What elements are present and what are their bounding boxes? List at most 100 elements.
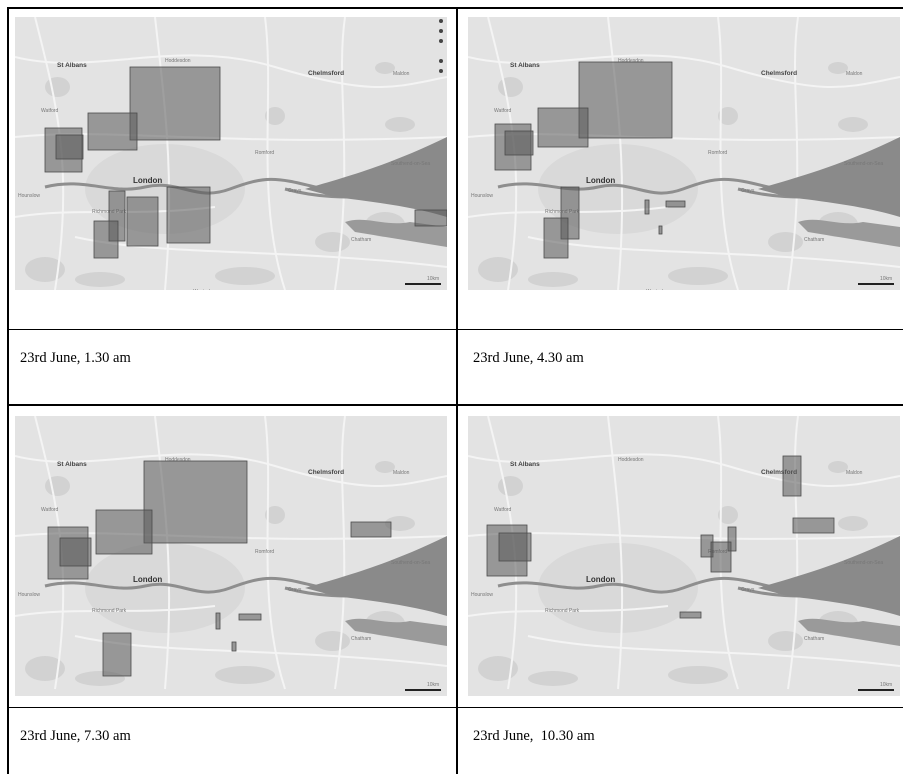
park-area [478, 257, 518, 282]
region-box [215, 612, 221, 630]
road [15, 453, 447, 487]
park-area [215, 267, 275, 285]
scale-label: 10km [427, 682, 439, 688]
park-area [668, 666, 728, 684]
map-svg: St Albans Hoddesdon Chelmsford Maldon Watfor… [468, 416, 900, 696]
place-label: Grays [741, 188, 755, 194]
park-area [478, 656, 518, 681]
place-label: Grays [288, 587, 302, 593]
table-border-left [7, 7, 9, 774]
park-area [25, 656, 65, 681]
park-area [385, 117, 415, 132]
region-box [543, 217, 569, 259]
park-area [528, 671, 578, 686]
place-label: Watford [494, 507, 512, 513]
map-panel-3: St Albans Hoddesdon Chelmsford Maldon Watfor… [15, 416, 447, 696]
place-label: Westerham [646, 289, 671, 290]
scale-label: 10km [880, 682, 892, 688]
region-box [658, 225, 663, 235]
park-area [498, 77, 523, 97]
park-area [375, 461, 395, 473]
place-label: Maldon [846, 470, 863, 476]
place-label: Chatham [804, 237, 824, 243]
region-box [59, 537, 92, 567]
region-box [782, 455, 802, 497]
region-box [95, 509, 153, 555]
park-area [315, 631, 350, 651]
map-control-icon [439, 69, 443, 73]
place-label: Chelmsford [308, 469, 344, 476]
place-label: Hoddesdon [165, 58, 191, 64]
park-area [768, 232, 803, 252]
place-label: Maldon [846, 71, 863, 77]
map-grid-table: St Albans Hoddesdon Chelmsford Maldon Watfor… [7, 7, 903, 774]
map-svg: St Albans Hoddesdon Chelmsford Maldon Watfor… [468, 17, 900, 290]
park-area [265, 506, 285, 524]
scale-bar [405, 283, 441, 285]
region-box [166, 186, 211, 244]
place-label: Hounslow [471, 193, 493, 199]
place-label: St Albans [510, 461, 540, 468]
place-label: Chelmsford [761, 70, 797, 77]
region-box [792, 517, 835, 534]
caption-panel-1: 23rd June, 1.30 am [20, 350, 131, 366]
map-control-icon [439, 59, 443, 63]
place-label: Hounslow [18, 592, 40, 598]
place-label: Romford [255, 150, 274, 156]
region-box [537, 107, 589, 148]
caption-panel-2: 23rd June, 4.30 am [473, 350, 584, 366]
region-box [414, 209, 447, 227]
place-label: Southend-on-Sea [844, 560, 883, 566]
region-box [87, 112, 138, 151]
caption-panel-3: 23rd June, 7.30 am [20, 728, 131, 744]
place-label: Hoddesdon [165, 457, 191, 463]
place-label: Romford [708, 150, 727, 156]
place-label: Southend-on-Sea [391, 560, 430, 566]
place-label: Maldon [393, 470, 410, 476]
region-box [504, 130, 534, 156]
place-label: Southend-on-Sea [391, 161, 430, 167]
road [334, 17, 346, 290]
region-box [238, 613, 262, 621]
table-border-mid2 [7, 404, 903, 406]
road [527, 635, 900, 667]
road [334, 416, 346, 690]
place-label: Romford [255, 549, 274, 555]
place-label: Chelmsford [308, 70, 344, 77]
caption-panel-4: 23rd June, 10.30 am [473, 728, 595, 744]
park-area [838, 516, 868, 531]
map-svg: St Albans Hoddesdon Chelmsford Maldon Watfor… [15, 416, 447, 696]
park-area [838, 117, 868, 132]
place-label: London [586, 176, 615, 185]
region-box [55, 134, 84, 160]
place-label: Richmond Park [92, 608, 127, 614]
park-area [75, 272, 125, 287]
park-area [528, 272, 578, 287]
medway-estuary [798, 219, 900, 247]
map-svg: St Albans Hoddesdon Chelmsford Maldon Watfor… [15, 17, 447, 290]
place-label: Chatham [351, 237, 371, 243]
road [468, 206, 669, 218]
park-area [25, 257, 65, 282]
park-area [315, 232, 350, 252]
place-label: Westerham [193, 289, 218, 290]
region-box [102, 632, 132, 677]
place-label: London [586, 575, 615, 584]
place-label: London [133, 176, 162, 185]
region-box [727, 526, 737, 552]
map-panel-2: St Albans Hoddesdon Chelmsford Maldon Watfor… [468, 17, 900, 290]
park-area [718, 506, 738, 524]
place-label: Hoddesdon [618, 58, 644, 64]
place-label: St Albans [57, 62, 87, 69]
region-box [93, 220, 119, 259]
park-area [215, 666, 275, 684]
park-area [768, 631, 803, 651]
map-control-icon [439, 29, 443, 33]
region-box [498, 532, 532, 562]
place-label: Watford [494, 108, 512, 114]
place-label: Grays [741, 587, 755, 593]
thames-estuary [758, 536, 900, 616]
road [468, 453, 900, 487]
park-area [375, 62, 395, 74]
place-label: St Albans [510, 62, 540, 69]
